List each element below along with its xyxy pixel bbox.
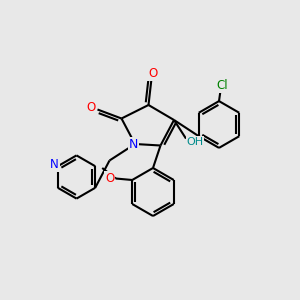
Text: O: O — [148, 67, 158, 80]
Text: N: N — [129, 138, 138, 151]
Text: Cl: Cl — [216, 79, 228, 92]
Text: O: O — [105, 172, 114, 185]
Text: N: N — [50, 158, 58, 171]
Text: OH: OH — [186, 137, 204, 147]
Text: O: O — [86, 100, 95, 114]
